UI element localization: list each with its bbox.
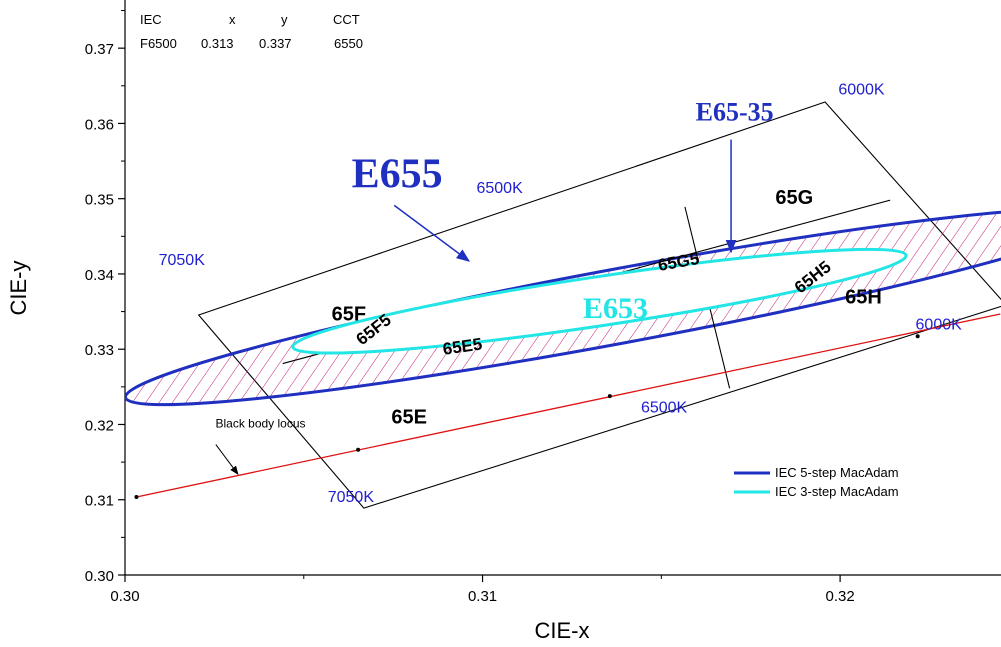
axis-tick-labels: 0.30 0.31 0.32 0.30 0.31 0.32 0.33 0.34 0.35 0.36… xyxy=(85,41,855,605)
legend-label-5-step: IEC 5-step MacAdam xyxy=(775,465,899,480)
ellipse-3-step xyxy=(291,247,908,355)
region-label: 65E xyxy=(391,407,427,429)
cct-quadrangle xyxy=(197,101,1001,509)
locus-point xyxy=(356,447,361,452)
y-tick-label: 0.33 xyxy=(85,342,114,359)
y-axis-label: CIE-y xyxy=(6,261,31,316)
annotation-label: E655 xyxy=(352,152,443,198)
info-value-iec: F6500 xyxy=(140,36,177,51)
info-value-y: 0.337 xyxy=(259,36,292,51)
y-tick-label: 0.36 xyxy=(85,116,114,133)
cct-label: 6500K xyxy=(641,400,688,417)
info-header-x: x xyxy=(229,12,236,27)
cct-label: 6500K xyxy=(476,180,523,197)
annotation-label: E65-35 xyxy=(696,97,774,126)
locus-point xyxy=(915,334,920,339)
x-axis-label: CIE-x xyxy=(535,618,590,643)
x-tick-label: 0.30 xyxy=(110,588,139,605)
info-value-x: 0.313 xyxy=(201,36,234,51)
region-label: 65H xyxy=(845,287,882,309)
locus-point xyxy=(134,495,139,500)
cct-label: 6000K xyxy=(916,316,963,333)
y-tick-label: 0.32 xyxy=(85,417,114,434)
y-tick-label: 0.37 xyxy=(85,41,114,58)
cct-label: 7050K xyxy=(159,252,206,269)
locus-point xyxy=(607,394,612,399)
x-tick-label: 0.32 xyxy=(826,588,855,605)
info-header-cct: CCT xyxy=(333,12,360,27)
y-tick-label: 0.30 xyxy=(85,568,114,585)
plot-area xyxy=(125,101,1001,509)
info-table: IEC x y CCT F6500 0.313 0.337 6550 xyxy=(140,12,363,51)
annotation-arrow xyxy=(393,204,471,262)
cct-label: 7050K xyxy=(328,489,375,506)
annotation-arrow xyxy=(215,444,239,475)
x-tick-label: 0.31 xyxy=(468,588,497,605)
y-tick-label: 0.34 xyxy=(85,267,114,284)
y-tick-label: 0.35 xyxy=(85,192,114,209)
info-header-y: y xyxy=(281,12,288,27)
legend-label-3-step: IEC 3-step MacAdam xyxy=(775,484,899,499)
region-label: 65G xyxy=(775,187,813,209)
info-header-iec: IEC xyxy=(140,12,162,27)
annotation-label: E653 xyxy=(583,292,648,325)
axis-ticks xyxy=(118,10,841,582)
cct-label: 6000K xyxy=(838,82,885,99)
y-tick-label: 0.31 xyxy=(85,493,114,510)
black-body-locus-line xyxy=(136,313,1001,498)
region-label: 65F xyxy=(332,303,366,325)
info-value-cct: 6550 xyxy=(334,36,363,51)
annotation-label: Black body locus xyxy=(215,416,305,430)
legend: IEC 5-step MacAdam IEC 3-step MacAdam xyxy=(734,465,899,499)
